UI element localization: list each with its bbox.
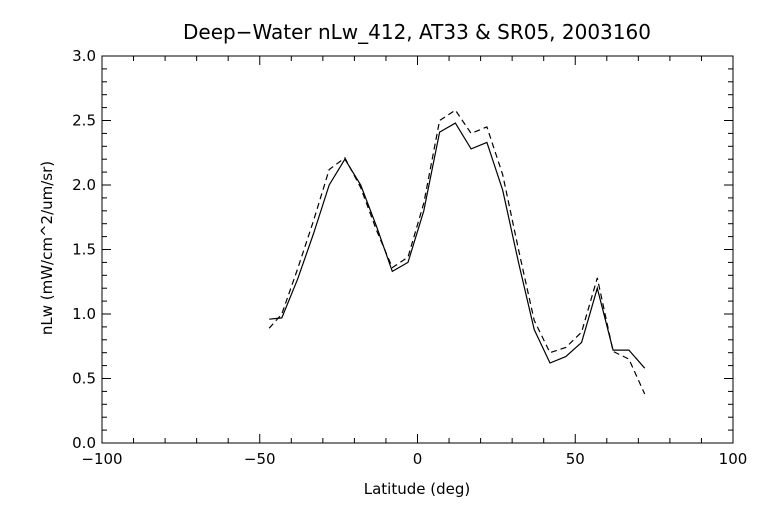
y-tick-label: 1.5 [72,241,96,259]
axis-ticks: −100 −50 0 50 100 0.0 0.5 1.0 1.5 2.0 2.5 3.0 [72,47,747,468]
y-tick-label: 2.0 [72,176,96,194]
y-tick-label: 0.5 [72,370,96,388]
y-tick-label: 2.5 [72,112,96,130]
series-line-solid [269,122,646,369]
x-tick-label: 0 [413,450,423,468]
x-tick-label: −100 [81,450,122,468]
y-axis-label: nLw (mW/cm^2/um/sr) [38,161,56,335]
series-line-dashed [268,109,646,395]
y-tick-label: 1.0 [72,305,96,323]
x-axis-label: Latitude (deg) [364,480,470,498]
y-tick-label: 3.0 [72,47,96,65]
plot-frame [101,55,734,444]
x-tick-label: 100 [719,450,748,468]
chart-title: Deep−Water nLw_412, AT33 & SR05, 2003160 [183,20,651,44]
x-tick-label: 50 [566,450,585,468]
y-tick-label: 0.0 [72,434,96,452]
x-tick-label: −50 [244,450,276,468]
series-group [268,109,646,395]
